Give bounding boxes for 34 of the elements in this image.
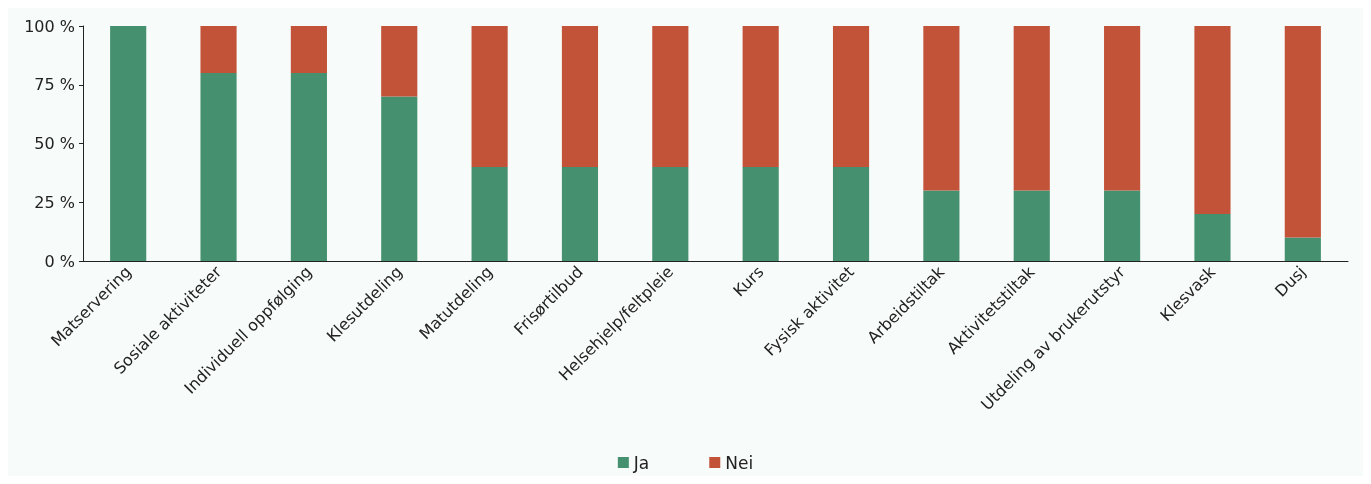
bar [742,167,779,261]
bar [1194,214,1231,261]
bar [381,26,418,97]
legend-label: Nei [725,452,754,473]
bar [290,73,327,261]
bar [381,96,418,261]
bar [652,167,689,261]
bar [1284,26,1321,238]
bar [1013,190,1050,261]
bar [1013,26,1050,191]
y-tick-label: 50 % [34,134,75,153]
bar [742,26,779,167]
y-tick-label: 75 % [34,75,75,95]
bar [561,26,599,167]
bar [652,26,689,167]
bar [471,26,508,167]
bar [1104,26,1141,191]
bar [1284,237,1321,261]
bar [110,26,147,261]
bar [200,26,237,73]
bar [471,167,508,261]
bar [832,26,870,167]
y-tick-label: 100 % [24,16,75,36]
y-tick-label: 0 % [44,251,75,271]
bar [923,26,960,191]
bar [200,73,237,261]
bar [1104,190,1141,261]
bar [290,26,327,73]
y-tick-label: 25 % [34,192,75,212]
bar [832,167,870,261]
legend-label: Ja [632,452,650,473]
bar [1194,26,1231,214]
bar [923,190,960,261]
bar [561,167,599,261]
